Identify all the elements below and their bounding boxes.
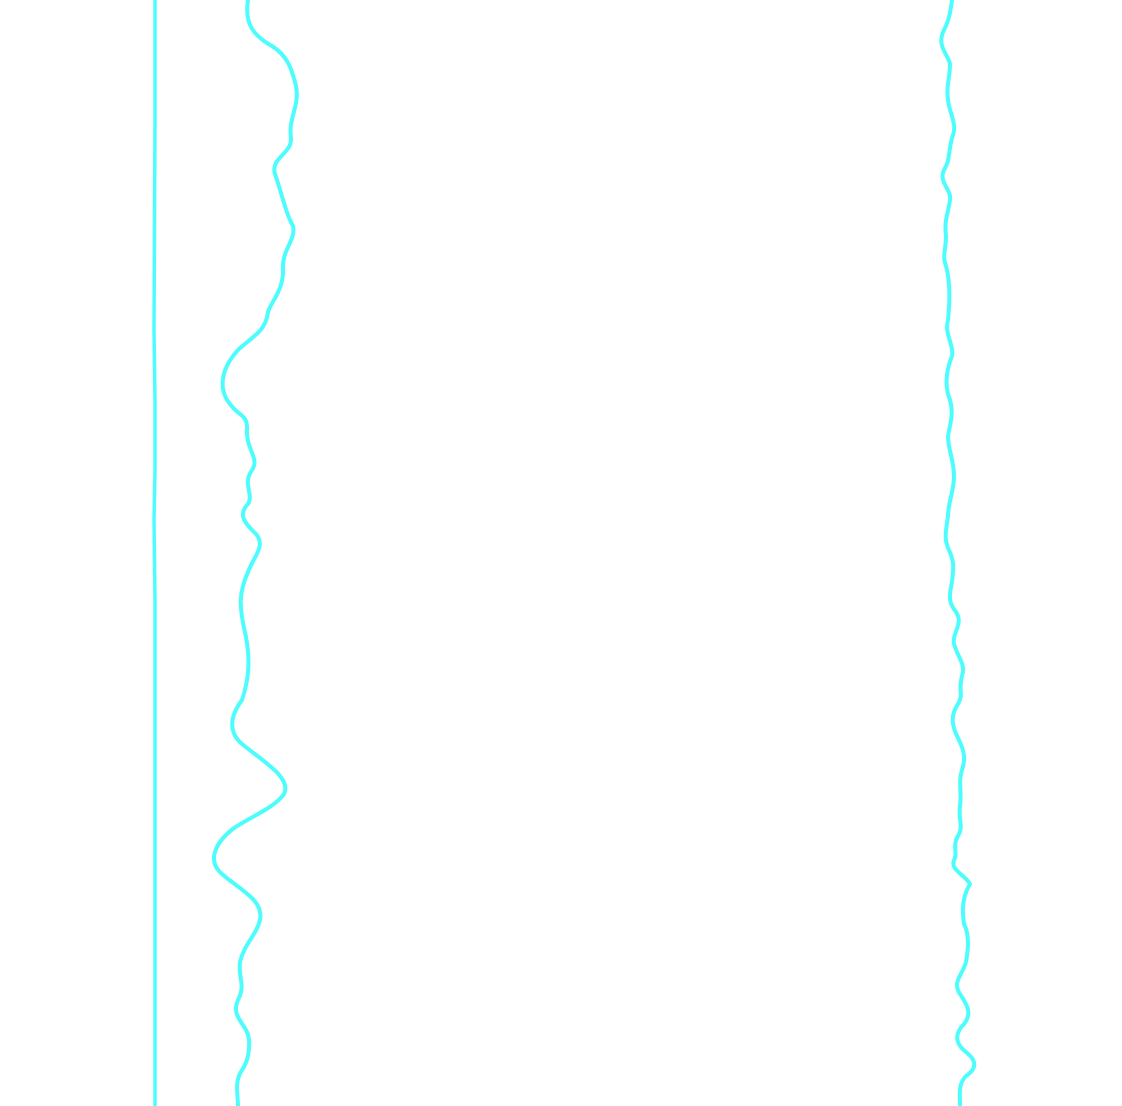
left-straight-line [152,0,157,1106]
middle-wavy-line [212,0,299,1106]
right-wavy-line [939,0,977,1106]
